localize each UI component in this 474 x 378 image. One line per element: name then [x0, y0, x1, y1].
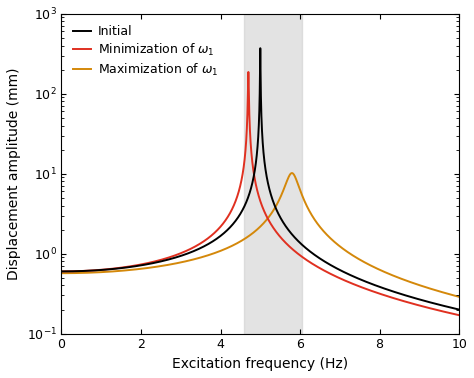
- Initial: [456, 307, 462, 312]
- Maximization of $\omega_1$: [375, 266, 381, 271]
- Maximization of $\omega_1$: [311, 217, 317, 221]
- Initial: [59, 269, 64, 274]
- Minimization of $\omega_1$: [203, 238, 209, 242]
- Initial: [354, 276, 359, 280]
- Line: Minimization of $\omega_1$: Minimization of $\omega_1$: [62, 72, 459, 315]
- Initial: [79, 269, 84, 273]
- Y-axis label: Displacement amplitude (mm): Displacement amplitude (mm): [7, 67, 21, 280]
- Minimization of $\omega_1$: [79, 269, 84, 273]
- Initial: [257, 46, 263, 51]
- Initial: [375, 284, 381, 288]
- Minimization of $\omega_1$: [456, 313, 462, 318]
- Minimization of $\omega_1$: [59, 269, 64, 274]
- Bar: [245, 14, 302, 334]
- X-axis label: Excitation frequency (Hz): Excitation frequency (Hz): [172, 357, 348, 371]
- Maximization of $\omega_1$: [294, 179, 300, 184]
- Maximization of $\omega_1$: [289, 171, 295, 175]
- Maximization of $\omega_1$: [456, 294, 462, 299]
- Line: Maximization of $\omega_1$: Maximization of $\omega_1$: [62, 173, 459, 297]
- Maximization of $\omega_1$: [354, 256, 359, 260]
- Minimization of $\omega_1$: [294, 251, 300, 255]
- Legend: Initial, Minimization of $\omega_1$, Maximization of $\omega_1$: Initial, Minimization of $\omega_1$, Max…: [68, 20, 223, 83]
- Minimization of $\omega_1$: [354, 283, 359, 288]
- Line: Initial: Initial: [62, 48, 459, 310]
- Initial: [203, 243, 209, 248]
- Maximization of $\omega_1$: [203, 254, 209, 258]
- Initial: [311, 253, 317, 257]
- Minimization of $\omega_1$: [311, 263, 317, 267]
- Minimization of $\omega_1$: [246, 70, 251, 74]
- Maximization of $\omega_1$: [59, 271, 64, 276]
- Maximization of $\omega_1$: [79, 271, 84, 275]
- Initial: [294, 237, 300, 242]
- Minimization of $\omega_1$: [375, 291, 381, 295]
